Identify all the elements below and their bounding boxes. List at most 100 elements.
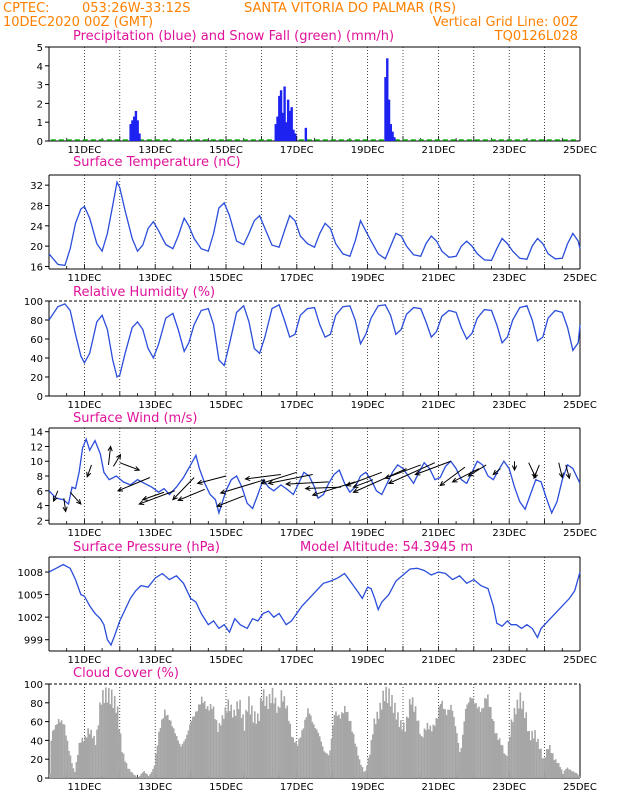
wind-arrow [216, 495, 244, 507]
cloud-bar [230, 704, 233, 778]
cloud-bar [177, 740, 179, 778]
cloud-bar [255, 723, 258, 778]
cloud-bar [221, 715, 224, 778]
cloud-bar [491, 718, 494, 778]
wind-xtick-label: 21DEC [422, 528, 456, 539]
cloud-bar [420, 736, 423, 778]
precip-bar [386, 58, 389, 141]
wind-arrow-head [511, 465, 518, 472]
humidity-xtick-label: 17DEC [280, 400, 314, 411]
cloud-bar [411, 697, 414, 778]
cloud-bar [296, 745, 299, 778]
precip-ytick-label: 0 [37, 137, 43, 148]
cloud-bar [242, 714, 244, 778]
temperature-ytick-label: 20 [30, 242, 43, 253]
precip-xtick-label: 21DEC [422, 145, 456, 156]
cloud-bar [528, 731, 530, 778]
wind-arrow [142, 491, 165, 501]
cloud-bar [109, 704, 112, 778]
cloud-bar [441, 700, 443, 778]
wind-arrow-head [138, 500, 145, 506]
cloud-bar [370, 739, 373, 778]
cloud-bar [249, 714, 252, 778]
cloud-bar [239, 699, 241, 778]
cloud-bar [522, 700, 525, 778]
cloud-bar [224, 707, 227, 778]
cloud-bar [162, 718, 165, 778]
wind-arrow [86, 464, 92, 477]
cloud-bar [274, 697, 277, 778]
pressure-annotation: Model Altitude: 54.3945 m [300, 540, 473, 555]
wind-xtick-label: 25DEC [563, 528, 597, 539]
cloud-bar [426, 722, 429, 778]
cloud-bar [510, 719, 513, 778]
cloud-bar [214, 719, 216, 778]
humidity-xtick-label: 21DEC [422, 400, 456, 411]
precip-xtick-label: 15DEC [209, 145, 243, 156]
cloud-bar [374, 724, 377, 778]
cloud-bar [93, 735, 95, 778]
wind-xtick-label: 17DEC [280, 528, 314, 539]
cloud-bar [351, 731, 353, 778]
cloud-bar [473, 703, 476, 778]
precip-bar [292, 129, 295, 141]
cloud-bar [69, 755, 72, 778]
cloud-bar [246, 711, 249, 778]
cloud-bar [169, 720, 172, 778]
cloud-bar [554, 759, 557, 778]
wind-arrow [112, 454, 121, 467]
cloud-bar [550, 753, 553, 778]
wind-arrow-head [345, 481, 352, 487]
cloud-bar [433, 725, 436, 778]
cloud-bar [475, 703, 477, 778]
cloud-bar [318, 736, 321, 778]
wind-arrow [172, 477, 195, 500]
wind-arrow [528, 462, 537, 478]
cloud-ytick-label: 0 [37, 774, 43, 785]
precip-bar [132, 116, 136, 141]
precip-bar [274, 124, 277, 141]
cloud-bar [200, 696, 203, 778]
cloud-bar [423, 728, 426, 778]
cloud-bar [183, 741, 185, 778]
cloud-bar [174, 733, 176, 778]
cloud-bar [189, 724, 191, 778]
precip-xtick-label: 11DEC [68, 145, 102, 156]
cloud-bar [122, 753, 125, 778]
cloud-bar [529, 740, 532, 778]
cloud-bar [97, 725, 100, 778]
cloud-bar [279, 707, 281, 778]
wind-arrow [261, 471, 297, 484]
cloud-bar [438, 706, 440, 778]
cloud-bar [330, 738, 333, 778]
wind-xtick-label: 13DEC [138, 528, 172, 539]
cloud-bar [425, 730, 427, 778]
cloud-bar [208, 710, 210, 778]
cloud-bar [512, 722, 514, 778]
cloud-bar [103, 703, 106, 778]
cloud-bar [115, 712, 117, 778]
cloud-bar [155, 753, 157, 778]
cloud-xtick-label: 21DEC [422, 782, 456, 793]
cloud-bar [479, 711, 482, 778]
cloud-bar [416, 720, 418, 778]
cloud-bar [311, 721, 314, 778]
precip-bar [294, 133, 297, 141]
cloud-bar [398, 727, 401, 778]
humidity-xtick-label: 23DEC [492, 400, 526, 411]
cloud-bar [487, 694, 489, 778]
cloud-bar [245, 709, 247, 778]
cloud-xtick-label: 15DEC [209, 782, 243, 793]
cloud-bar [190, 720, 193, 778]
cloud-bar [574, 772, 576, 778]
cloud-bar [327, 755, 330, 778]
cloud-bar [501, 745, 504, 778]
cloud-bar [186, 734, 188, 778]
pressure-xtick-label: 11DEC [68, 655, 102, 666]
cloud-bar [96, 729, 98, 778]
cloud-bar [168, 720, 171, 778]
cloud-bar [195, 711, 197, 778]
cloud-bar [348, 721, 351, 778]
cloud-bar [459, 751, 461, 778]
humidity-xtick-label: 13DEC [138, 400, 172, 411]
